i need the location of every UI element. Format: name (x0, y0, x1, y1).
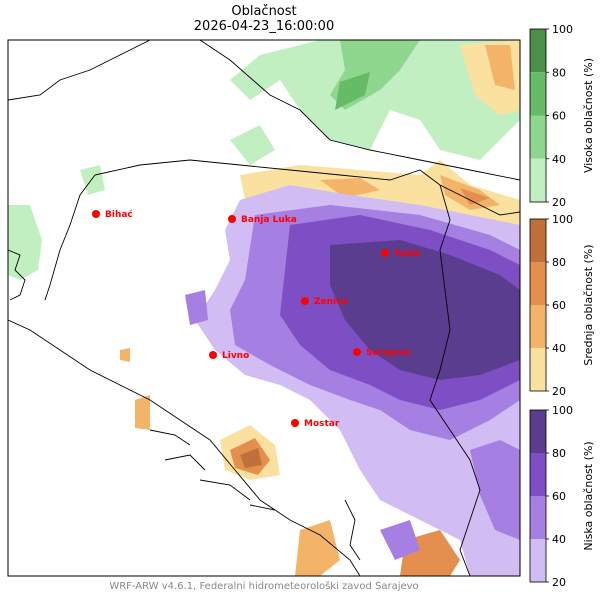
map-title: Oblačnost (231, 4, 297, 19)
colorbar-segment (530, 29, 546, 73)
colorbar-segment (530, 158, 546, 202)
colorbar-tick-label: 100 (552, 404, 573, 417)
city-marker (228, 215, 236, 223)
colorbar-segment (530, 262, 546, 305)
colorbar-tick-label: 60 (552, 110, 566, 123)
city-marker (353, 348, 361, 356)
colorbar: 100 80 60 40 20 Visoka oblačnost (%) (529, 23, 595, 209)
colorbar-segment (530, 410, 546, 453)
colorbar-tick-label: 20 (552, 576, 566, 589)
colorbar-segment (530, 496, 546, 539)
city-label: Mostar (304, 419, 340, 429)
city-label: Livno (222, 351, 249, 361)
colorbar-tick-label: 80 (552, 66, 566, 79)
city-marker (92, 210, 100, 218)
map-timestamp: 2026-04-23_16:00:00 (193, 19, 335, 34)
colorbar-tick-label: 100 (552, 23, 573, 36)
cities-layer: Bihać Banja Luka Tuzla Zenica Livno Sarajevo M… (92, 209, 420, 429)
colorbar-label: Niska oblačnost (%) (582, 441, 595, 550)
borders-layer (8, 40, 520, 576)
high-cloud-layer (8, 40, 520, 280)
colorbar-tick-label: 20 (552, 196, 566, 209)
city-marker (209, 351, 217, 359)
city-marker (291, 419, 299, 427)
colorbar-segment (530, 539, 546, 582)
footer-credit: WRF-ARW v4.6.1, Federalni hidrometeorolo… (109, 581, 419, 592)
colorbar: 100 80 60 40 20 Srednja oblačnost (%) (529, 213, 595, 398)
colorbar-label: Visoka oblačnost (%) (582, 58, 595, 173)
colorbar-tick-label: 100 (552, 213, 573, 226)
colorbar-tick-label: 40 (552, 153, 566, 166)
colorbar-segment (530, 305, 546, 348)
city-marker (381, 249, 389, 257)
colorbar: 100 80 60 40 20 Niska oblačnost (%) (529, 404, 595, 589)
colorbar-segment (530, 72, 546, 116)
medium-cloud-layer (120, 40, 520, 576)
colorbar-tick-label: 40 (552, 342, 566, 355)
map-area: Bihać Banja Luka Tuzla Zenica Livno Sarajevo M… (8, 40, 520, 576)
colorbar-segment (530, 219, 546, 262)
city-label: Tuzla (394, 249, 420, 259)
colorbar-tick-label: 60 (552, 490, 566, 503)
city-label: Sarajevo (366, 348, 410, 358)
map-frame (7, 39, 521, 577)
colorbar-segment (530, 453, 546, 496)
colorbar-tick-label: 20 (552, 385, 566, 398)
colorbar-tick-label: 60 (552, 299, 566, 312)
colorbars: 100 80 60 40 20 Visoka oblačnost (%) 100 80 60 40… (529, 23, 595, 589)
colorbar-tick-label: 80 (552, 447, 566, 460)
city-label: Bihać (105, 209, 133, 220)
city-marker (301, 297, 309, 305)
colorbar-segment (530, 348, 546, 391)
colorbar-tick-label: 80 (552, 256, 566, 269)
low-cloud-layer (185, 185, 520, 576)
city-label: Banja Luka (241, 215, 297, 225)
colorbar-segment (530, 115, 546, 159)
city-label: Zenica (314, 297, 348, 307)
colorbar-tick-label: 40 (552, 533, 566, 546)
colorbar-label: Srednja oblačnost (%) (582, 244, 595, 365)
